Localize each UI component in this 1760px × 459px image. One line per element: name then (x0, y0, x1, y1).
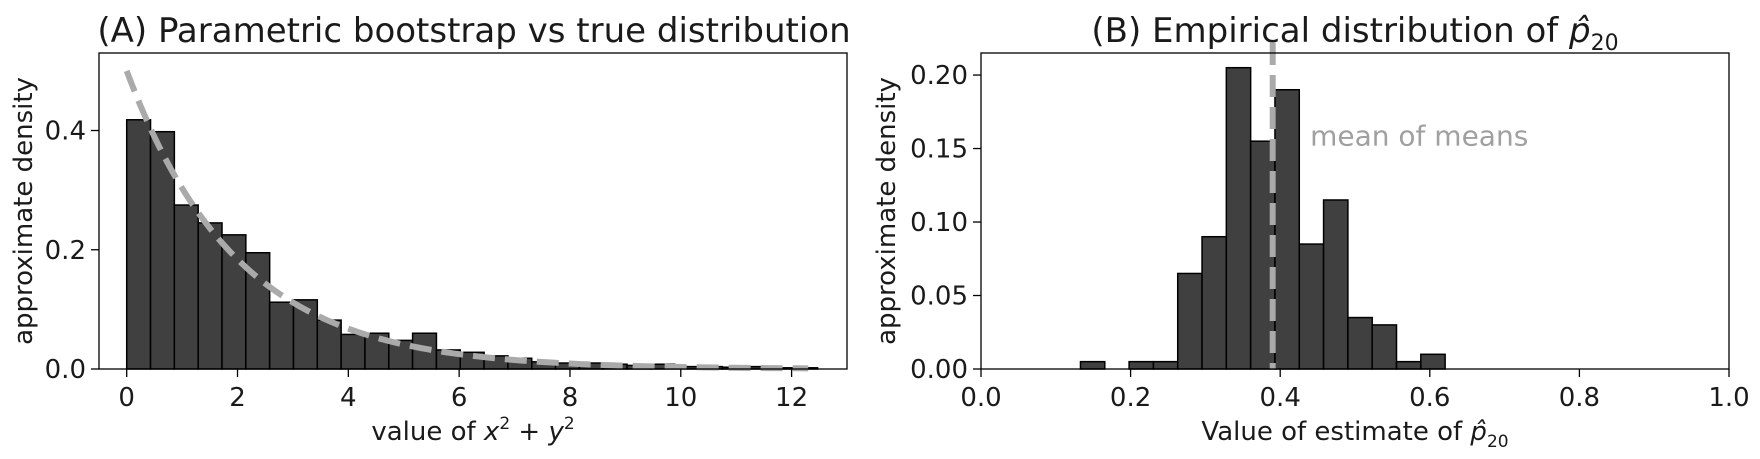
panel-b-frame (980, 52, 1730, 370)
panel-b-x-axis-label: Value of estimate of p̂20 (1201, 417, 1508, 452)
histogram-bar (1128, 360, 1155, 370)
panel-a-title: (A) Parametric bootstrap vs true distrib… (97, 11, 850, 51)
x-tick-label: 2 (229, 383, 246, 413)
histogram-bar (1322, 199, 1349, 370)
x-tick-label: 1.0 (1708, 383, 1749, 413)
histogram-bar (221, 234, 247, 370)
histogram-bar (1225, 66, 1252, 370)
histogram-bar (173, 204, 199, 370)
histogram-bar (340, 333, 366, 370)
y-tick-label: 0.05 (910, 282, 968, 312)
histogram-bar (125, 119, 152, 370)
panel-b-y-ticks: 0.00 0.05 0.10 0.15 0.20 (910, 61, 981, 385)
x-tick-label: 0 (118, 383, 135, 413)
panel-a-frame (98, 52, 848, 370)
panel-a-histogram: (A) Parametric bootstrap vs true distrib… (9, 11, 851, 447)
y-tick-label: 0.2 (45, 236, 86, 266)
histogram-bar (1347, 316, 1373, 370)
panel-b-x-ticks: 0.0 0.2 0.4 0.6 0.8 1.0 (960, 369, 1750, 413)
histogram-bar (1371, 324, 1398, 370)
x-tick-label: 4 (340, 383, 357, 413)
panel-b-title: (B) Empirical distribution of p̂20 (1091, 11, 1618, 56)
x-tick-label: 6 (451, 383, 468, 413)
y-tick-label: 0.00 (910, 355, 968, 385)
histogram-bar (1420, 353, 1446, 370)
y-tick-label: 0.10 (910, 208, 968, 238)
x-tick-label: 0.6 (1409, 383, 1450, 413)
panel-a-y-axis-label: approximate density (9, 77, 39, 345)
histogram-bar (1079, 360, 1106, 370)
histogram-bar (1395, 360, 1422, 370)
panel-a-y-ticks: 0.0 0.2 0.4 (45, 117, 99, 385)
panel-a-x-ticks: 0 2 4 6 8 10 12 (118, 369, 808, 413)
x-tick-label: 0.0 (960, 383, 1001, 413)
panel-a-x-axis-label: value of x2 + y2 (371, 414, 574, 447)
panel-a-density-curve (123, 69, 809, 372)
histogram-bar (1176, 272, 1203, 370)
panel-b-histogram: (B) Empirical distribution of p̂20 mean … (872, 11, 1750, 452)
panel-b-annotation: mean of means (1310, 120, 1528, 153)
histogram-bar (1298, 243, 1325, 370)
x-tick-label: 10 (664, 383, 697, 413)
histogram-bar (1201, 235, 1228, 370)
y-tick-label: 0.4 (45, 117, 86, 147)
histogram-bar (1152, 360, 1179, 370)
y-tick-label: 0.20 (910, 61, 968, 91)
x-tick-label: 12 (775, 383, 808, 413)
panel-b-bars (1079, 66, 1446, 370)
histogram-bar (268, 301, 295, 370)
y-tick-label: 0.0 (45, 355, 86, 385)
x-tick-label: 0.4 (1260, 383, 1301, 413)
panel-a-bars (125, 119, 819, 370)
histogram-bar (197, 222, 223, 370)
x-tick-label: 0.8 (1559, 383, 1600, 413)
x-tick-label: 8 (562, 383, 579, 413)
histogram-bar (1274, 88, 1301, 370)
y-tick-label: 0.15 (910, 135, 968, 165)
panel-b-y-axis-label: approximate density (872, 77, 902, 345)
x-tick-label: 0.2 (1110, 383, 1151, 413)
